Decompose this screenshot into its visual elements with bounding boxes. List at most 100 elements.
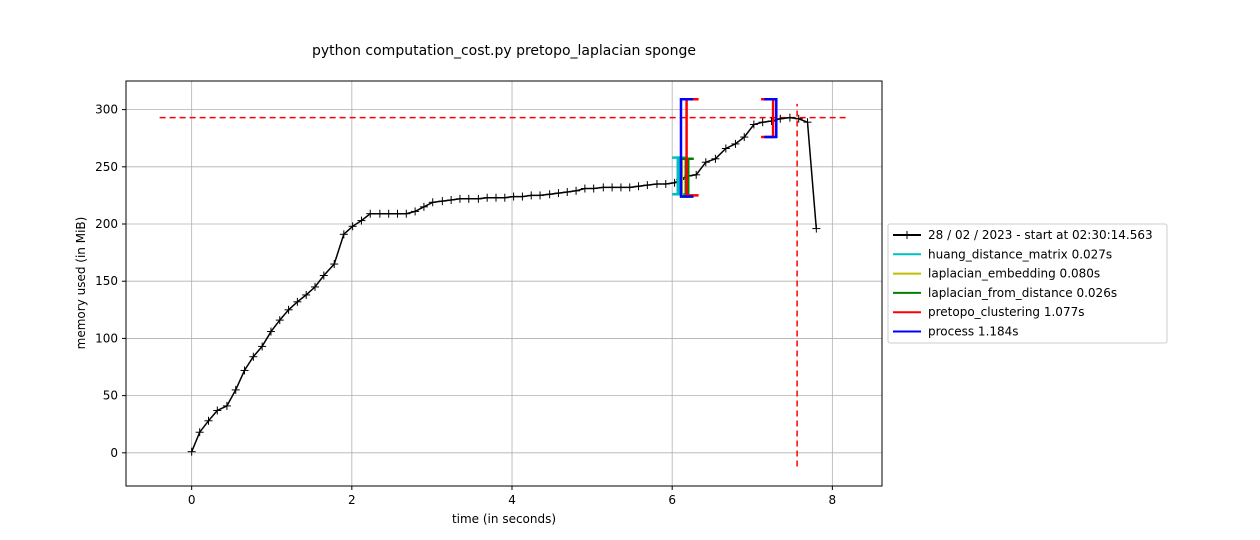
memory-point [438,197,447,206]
memory-point [293,297,302,306]
memory-point [812,224,821,233]
legend-label: laplacian_embedding 0.080s [928,267,1100,281]
memory-point [740,133,749,142]
x-axis-label: time (in seconds) [452,512,556,526]
bracket-start [679,98,693,198]
memory-point [474,194,483,203]
legend: 28 / 02 / 2023 - start at 02:30:14.563 hu… [887,223,1168,344]
legend-label: pretopo_clustering 1.077s [928,305,1084,319]
memory-point [634,182,643,191]
grid-lines [126,81,882,486]
memory-point [402,209,411,218]
memory-point [572,186,581,195]
legend-entry: 28 / 02 / 2023 - start at 02:30:14.563 [893,228,1153,242]
x-tick-label: 0 [188,493,196,507]
memory-point [518,192,527,201]
memory-point [187,447,196,456]
memory-point [500,193,509,202]
memory-point [393,209,402,218]
x-tick-label: 2 [348,493,356,507]
memory-point [758,118,767,127]
memory-point [330,260,339,269]
legend-label: process 1.184s [928,325,1019,339]
memory-point [749,120,758,129]
y-axis-label: memory used (in MiB) [74,217,88,350]
y-tick-label: 100 [95,331,118,345]
memory-point [536,191,545,200]
memory-point [419,202,428,211]
memory-point [589,184,598,193]
y-tick-label: 200 [95,217,118,231]
memory-point [366,209,375,218]
y-axis: 0 50 100 150 200 250 300 [95,103,126,460]
memory-point [721,144,730,153]
memory-point [616,183,625,192]
memory-point [776,114,785,123]
x-tick-label: 6 [668,493,676,507]
memory-point [580,184,589,193]
legend-entry: laplacian_embedding 0.080s [893,267,1100,281]
y-tick-label: 250 [95,160,118,174]
memory-point [249,352,258,361]
legend-label: huang_distance_matrix 0.027s [928,247,1112,261]
memory-point [545,190,554,199]
memory-point [204,416,213,425]
y-tick-label: 300 [95,103,118,117]
y-tick-label: 0 [110,446,118,460]
legend-label: 28 / 02 / 2023 - start at 02:30:14.563 [928,228,1153,242]
memory-point [527,191,536,200]
memory-point [339,230,348,239]
x-tick-label: 4 [508,493,516,507]
chart-title: python computation_cost.py pretopo_lapla… [312,43,696,59]
legend-entry: pretopo_clustering 1.077s [893,305,1084,319]
legend-entry: huang_distance_matrix 0.027s [893,247,1112,261]
memory-point [266,327,275,336]
memory-point [455,194,464,203]
memory-point [701,158,710,167]
memory-point [608,183,617,192]
memory-point [348,222,357,231]
memory-point [258,342,267,351]
memory-point [311,282,319,291]
memory-point [222,401,231,410]
memory-point [284,305,293,314]
function-bracket [679,98,778,198]
memory-point [652,179,661,188]
memory-point [464,194,473,203]
memory-point [447,195,456,204]
memory-point [692,170,701,179]
memory-point [357,216,366,225]
memory-point [794,114,803,123]
memory-point [731,139,740,148]
memory-point [275,316,284,325]
memory-point [599,183,608,192]
memory-point [625,183,634,192]
legend-entry: laplacian_from_distance 0.026s [893,286,1117,300]
memory-point [509,192,518,201]
memory-point [195,428,204,437]
legend-box [887,223,1168,344]
memory-point [643,181,652,190]
memory-point [785,113,794,122]
memory-point [563,187,572,196]
bracket-end [764,98,778,139]
memory-point [554,189,563,198]
memory-point [411,207,420,216]
memory-point [483,193,492,202]
legend-entry: process 1.184s [893,325,1019,339]
memory-point [711,154,720,163]
memory-point [428,198,437,207]
y-tick-label: 50 [103,389,118,403]
plot-area [159,98,849,467]
axes-frame [125,80,883,487]
memory-point [384,209,393,218]
memory-point [231,385,240,394]
legend-label: laplacian_from_distance 0.026s [928,286,1117,300]
memory-point [803,118,812,127]
memory-point [319,271,328,280]
x-axis: 0 2 4 6 8 [188,486,836,507]
memory-point [491,193,500,202]
memory-point [375,209,384,218]
memory-point [213,406,222,415]
